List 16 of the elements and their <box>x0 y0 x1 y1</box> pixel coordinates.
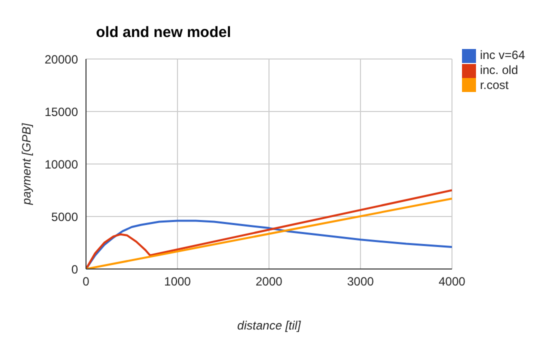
legend-label: inc. old <box>480 62 518 77</box>
y-tick-label: 10000 <box>44 157 78 172</box>
x-tick-label: 0 <box>82 274 90 289</box>
legend-label: r.cost <box>480 78 509 92</box>
chart-title: old and new model <box>96 24 232 41</box>
x-tick-label: 2000 <box>256 274 283 289</box>
x-axis-title: distance [til] <box>237 318 302 333</box>
x-tick-label: 4000 <box>438 274 466 289</box>
legend-label: inc v=64 <box>480 48 525 62</box>
y-tick-label: 20000 <box>44 52 78 66</box>
y-tick-label: 0 <box>71 262 78 276</box>
y-axis-title: payment [GPB] <box>19 122 34 206</box>
y-tick-label: 5000 <box>51 210 78 224</box>
x-tick-label: 3000 <box>347 274 374 289</box>
y-tick-label: 15000 <box>44 104 78 119</box>
x-tick-label: 1000 <box>164 274 192 289</box>
